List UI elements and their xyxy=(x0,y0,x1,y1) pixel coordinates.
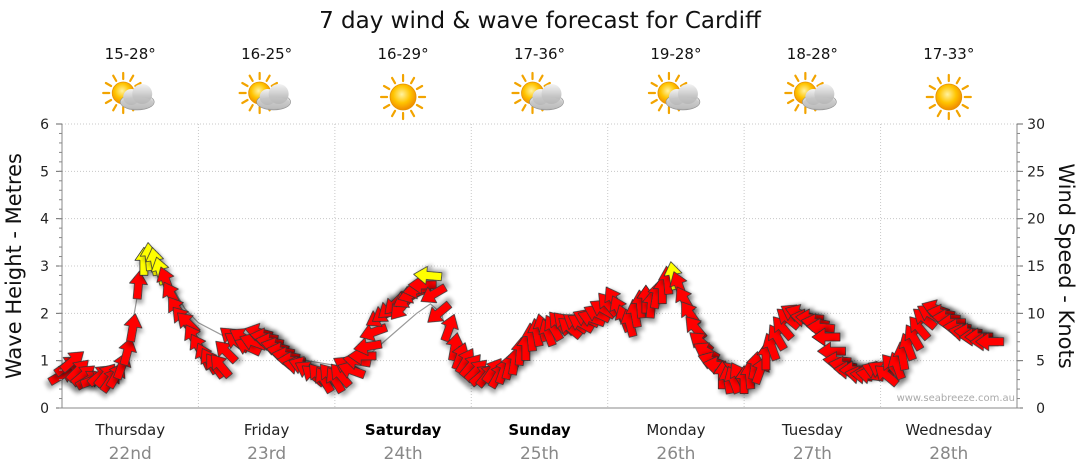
left-axis-title: Wave Height - Metres xyxy=(2,153,26,379)
day-name-label: Monday xyxy=(646,421,705,439)
day-name-label: Saturday xyxy=(365,421,442,439)
right-axis-title: Wind Speed - Knots xyxy=(1054,163,1078,368)
left-tick-label: 4 xyxy=(40,212,49,228)
day-name-label: Thursday xyxy=(94,421,165,439)
left-axis: 0 1 2 3 4 5 6 xyxy=(40,117,62,417)
left-tick-label: 5 xyxy=(40,164,49,180)
right-tick-label: 25 xyxy=(1027,164,1045,180)
weather-row: 15-28° 16-25° 16-29° 17-36° 19-28° 18-28° 17-3… xyxy=(102,45,974,121)
right-tick-label: 0 xyxy=(1036,401,1045,417)
temperature-range: 19-28° xyxy=(650,45,701,63)
wind-arrow xyxy=(975,332,1005,352)
day-date-label: 22nd xyxy=(109,444,152,464)
wind-arrow xyxy=(123,313,143,343)
wind-arrow xyxy=(811,327,841,347)
left-tick-label: 3 xyxy=(40,259,49,275)
day-name-label: Wednesday xyxy=(905,421,992,439)
temperature-range: 17-33° xyxy=(923,45,974,63)
cloud-shape xyxy=(529,84,564,111)
right-axis: 0 5 10 15 20 25 30 xyxy=(1017,117,1045,417)
left-tick-label: 2 xyxy=(40,306,49,322)
cloud-shape xyxy=(802,84,837,111)
right-tick-label: 5 xyxy=(1036,354,1045,370)
left-tick-label: 6 xyxy=(40,117,49,133)
right-tick-label: 30 xyxy=(1027,117,1045,133)
wind-arrow xyxy=(427,300,453,323)
sunny-icon xyxy=(925,73,972,121)
cloud-shape xyxy=(119,84,155,111)
day-date-label: 25th xyxy=(520,444,559,464)
cloud-shape xyxy=(256,84,291,111)
sun-rays xyxy=(379,73,427,121)
day-date-label: 27th xyxy=(793,444,832,464)
partly-cloudy-icon xyxy=(238,71,291,115)
wind-arrow xyxy=(118,337,137,367)
temperature-range: 15-28° xyxy=(105,45,156,63)
day-date-label: 28th xyxy=(929,444,968,464)
chart-title: 7 day wind & wave forecast for Cardiff xyxy=(319,8,762,34)
partly-cloudy-icon xyxy=(784,71,837,115)
left-tick-label: 0 xyxy=(40,401,49,417)
partly-cloudy-icon xyxy=(511,71,564,115)
wind-speed-series xyxy=(47,242,1005,395)
temperature-range: 18-28° xyxy=(787,45,838,63)
sunny-icon xyxy=(379,73,427,121)
day-axis: Thursday 22nd Friday 23rd Saturday 24th Sunday… xyxy=(94,421,992,464)
temperature-range: 16-29° xyxy=(378,45,429,63)
wind-arrow xyxy=(129,270,148,300)
wind-arrow xyxy=(440,313,459,343)
day-name-label: Friday xyxy=(244,421,290,439)
day-date-label: 26th xyxy=(656,444,695,464)
day-date-label: 24th xyxy=(384,444,423,464)
right-tick-label: 15 xyxy=(1027,259,1045,275)
wind-arrow xyxy=(210,354,233,380)
left-tick-label: 1 xyxy=(40,354,49,370)
right-tick-label: 20 xyxy=(1027,212,1045,228)
wind-arrow xyxy=(420,283,448,304)
temperature-range: 16-25° xyxy=(241,45,292,63)
day-name-label: Tuesday xyxy=(781,421,843,439)
day-date-label: 23rd xyxy=(247,444,286,464)
sun-rays xyxy=(925,73,972,121)
watermark: www.seabreeze.com.au xyxy=(897,393,1015,404)
temperature-range: 17-36° xyxy=(514,45,565,63)
day-name-label: Sunday xyxy=(508,421,571,439)
partly-cloudy-icon xyxy=(102,71,155,115)
right-tick-label: 10 xyxy=(1027,306,1045,322)
cloud-shape xyxy=(665,84,701,111)
wind-arrow xyxy=(413,266,443,285)
partly-cloudy-icon xyxy=(647,71,701,115)
